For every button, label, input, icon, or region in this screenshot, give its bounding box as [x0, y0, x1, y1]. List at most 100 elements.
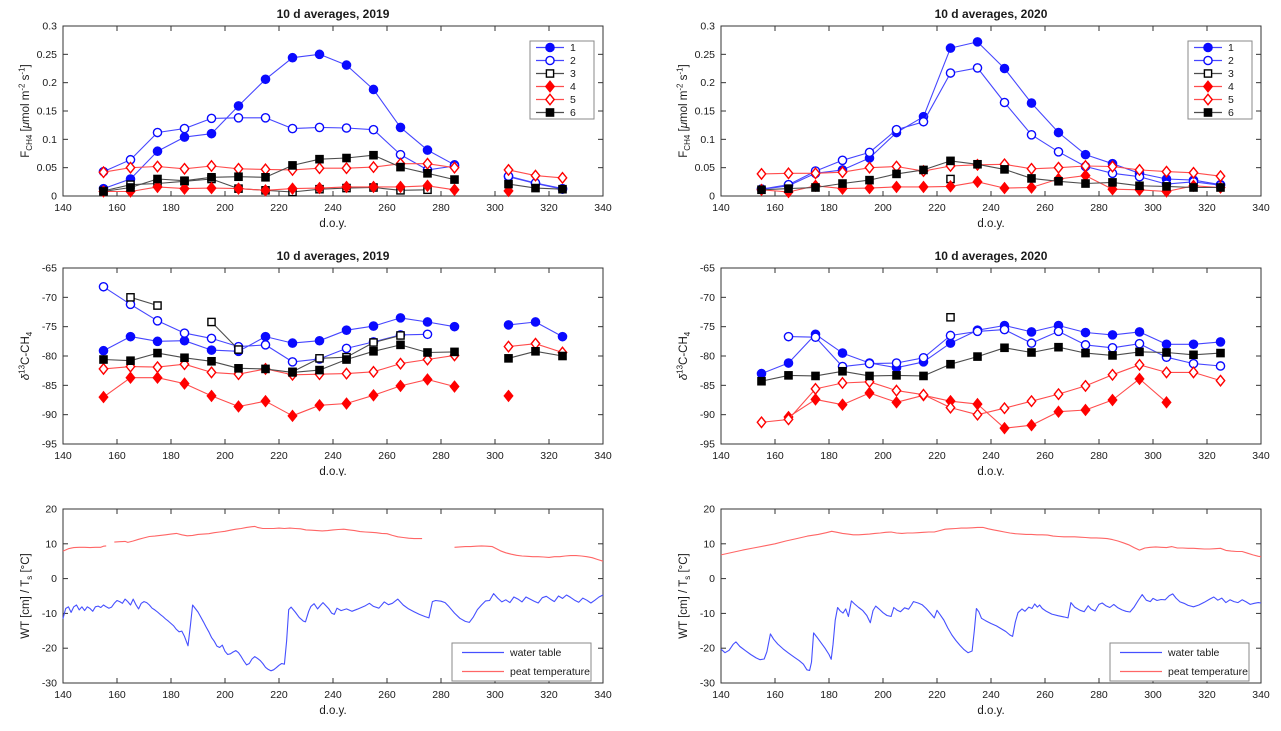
svg-text:160: 160	[108, 450, 126, 462]
svg-text:0.15: 0.15	[37, 106, 58, 118]
svg-text:0: 0	[51, 573, 57, 585]
svg-text:FCH4 [μmol m-2 s-1]: FCH4 [μmol m-2 s-1]	[676, 64, 693, 157]
svg-text:δ13C-CH4: δ13C-CH4	[18, 331, 35, 380]
svg-text:180: 180	[162, 202, 180, 214]
svg-text:340: 340	[1252, 689, 1270, 701]
svg-text:10 d averages, 2019: 10 d averages, 2019	[277, 249, 390, 263]
svg-text:-80: -80	[700, 351, 715, 363]
svg-text:160: 160	[108, 202, 126, 214]
svg-text:340: 340	[594, 202, 612, 214]
svg-text:300: 300	[486, 689, 504, 701]
svg-text:260: 260	[378, 450, 396, 462]
svg-text:-10: -10	[700, 608, 715, 620]
svg-text:140: 140	[54, 202, 72, 214]
svg-text:-70: -70	[42, 292, 57, 304]
svg-text:d.o.y.: d.o.y.	[319, 466, 346, 476]
chart-d13c-2020: 140 160 180 200 220 240 260 280 300 320 340 -95 -90 -…	[676, 249, 1270, 476]
svg-text:20: 20	[45, 504, 57, 516]
svg-text:320: 320	[1198, 450, 1216, 462]
svg-text:-95: -95	[42, 439, 57, 451]
svg-text:140: 140	[54, 689, 72, 701]
svg-text:water table: water table	[509, 647, 562, 659]
svg-text:260: 260	[378, 202, 396, 214]
svg-text:0.2: 0.2	[42, 77, 57, 89]
svg-text:-20: -20	[700, 643, 715, 655]
svg-text:300: 300	[486, 202, 504, 214]
svg-text:0.25: 0.25	[37, 49, 58, 61]
svg-text:200: 200	[874, 202, 892, 214]
svg-text:-70: -70	[700, 292, 715, 304]
svg-text:-85: -85	[42, 380, 57, 392]
svg-text:160: 160	[108, 689, 126, 701]
svg-text:-95: -95	[700, 439, 715, 451]
svg-text:0.05: 0.05	[695, 162, 716, 174]
chart-flux-2020: 140 160 180 200 220 240 260 280 300 320 340 0 0.05 0.…	[676, 7, 1270, 230]
svg-text:200: 200	[216, 450, 234, 462]
svg-text:-75: -75	[700, 321, 715, 333]
svg-text:-85: -85	[700, 380, 715, 392]
svg-text:140: 140	[712, 202, 730, 214]
svg-text:280: 280	[1090, 689, 1108, 701]
svg-text:240: 240	[982, 450, 1000, 462]
svg-text:10 d averages, 2019: 10 d averages, 2019	[277, 7, 390, 21]
svg-text:-10: -10	[42, 608, 57, 620]
svg-text:5: 5	[1228, 94, 1234, 106]
svg-text:240: 240	[324, 450, 342, 462]
svg-text:140: 140	[54, 450, 72, 462]
svg-text:4: 4	[1228, 81, 1234, 93]
svg-text:d.o.y.: d.o.y.	[977, 218, 1004, 230]
svg-text:10: 10	[703, 538, 715, 550]
svg-text:2: 2	[1228, 55, 1234, 67]
svg-text:0.1: 0.1	[42, 134, 57, 146]
svg-text:water table: water table	[1167, 647, 1220, 659]
svg-text:d.o.y.: d.o.y.	[319, 705, 346, 717]
svg-text:0.3: 0.3	[700, 21, 715, 33]
svg-text:3: 3	[570, 68, 576, 80]
svg-text:280: 280	[1090, 450, 1108, 462]
svg-text:-65: -65	[42, 263, 57, 275]
svg-text:FCH4 [μmol m-2 s-1]: FCH4 [μmol m-2 s-1]	[18, 64, 35, 157]
svg-text:340: 340	[594, 689, 612, 701]
svg-text:260: 260	[1036, 202, 1054, 214]
svg-text:0: 0	[51, 191, 57, 203]
svg-text:20: 20	[703, 504, 715, 516]
svg-text:200: 200	[216, 202, 234, 214]
svg-text:240: 240	[324, 202, 342, 214]
svg-text:240: 240	[324, 689, 342, 701]
svg-text:-30: -30	[700, 678, 715, 690]
svg-text:320: 320	[1198, 689, 1216, 701]
svg-text:280: 280	[432, 689, 450, 701]
svg-text:200: 200	[216, 689, 234, 701]
svg-text:10: 10	[45, 538, 57, 550]
svg-text:-65: -65	[700, 263, 715, 275]
svg-text:340: 340	[1252, 202, 1270, 214]
svg-text:260: 260	[1036, 689, 1054, 701]
svg-text:WT [cm] / Ts [°C]: WT [cm] / Ts [°C]	[678, 553, 692, 639]
svg-text:200: 200	[874, 450, 892, 462]
svg-text:0.1: 0.1	[700, 134, 715, 146]
svg-text:0.25: 0.25	[695, 49, 716, 61]
svg-text:160: 160	[766, 689, 784, 701]
svg-text:4: 4	[570, 81, 576, 93]
svg-text:220: 220	[928, 450, 946, 462]
chart-wt-temp-2020: 140 160 180 200 220 240 260 280 300 320 340-30-20-…	[678, 504, 1270, 718]
svg-text:10 d averages, 2020: 10 d averages, 2020	[935, 249, 1048, 263]
svg-text:0.05: 0.05	[37, 162, 58, 174]
svg-text:180: 180	[820, 202, 838, 214]
svg-text:-90: -90	[700, 409, 715, 421]
svg-text:d.o.y.: d.o.y.	[977, 466, 1004, 476]
svg-text:0: 0	[709, 573, 715, 585]
svg-text:320: 320	[540, 450, 558, 462]
svg-text:260: 260	[1036, 450, 1054, 462]
svg-text:160: 160	[766, 450, 784, 462]
svg-text:320: 320	[1198, 202, 1216, 214]
svg-text:6: 6	[570, 107, 576, 119]
svg-text:300: 300	[1144, 689, 1162, 701]
svg-text:320: 320	[540, 202, 558, 214]
svg-text:0.15: 0.15	[695, 106, 716, 118]
svg-text:160: 160	[766, 202, 784, 214]
svg-text:240: 240	[982, 689, 1000, 701]
svg-text:2: 2	[570, 55, 576, 67]
svg-text:180: 180	[820, 450, 838, 462]
